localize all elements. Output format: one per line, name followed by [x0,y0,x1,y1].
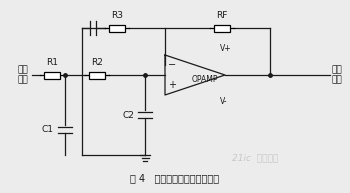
Text: OPAMP: OPAMP [192,75,218,85]
Bar [89,71,105,79]
Text: V+: V+ [220,44,232,53]
Text: C1: C1 [42,125,54,135]
Text: RF: RF [216,11,228,20]
Text: R2: R2 [91,58,103,67]
Bar [109,25,125,31]
Text: −: − [168,60,176,70]
Bar [214,25,230,31]
Text: C2: C2 [122,111,134,119]
Text: R3: R3 [111,11,123,20]
Text: 图 4   低通滤波部分电路原理图: 图 4 低通滤波部分电路原理图 [131,173,219,183]
Bar [44,71,60,79]
Text: 21ic  中国电网: 21ic 中国电网 [232,153,278,163]
Text: R1: R1 [46,58,58,67]
Text: 信号
输入: 信号 输入 [17,65,28,85]
Text: 信号
输出: 信号 输出 [332,65,343,85]
Text: V-: V- [220,97,228,106]
Text: +: + [168,80,176,90]
